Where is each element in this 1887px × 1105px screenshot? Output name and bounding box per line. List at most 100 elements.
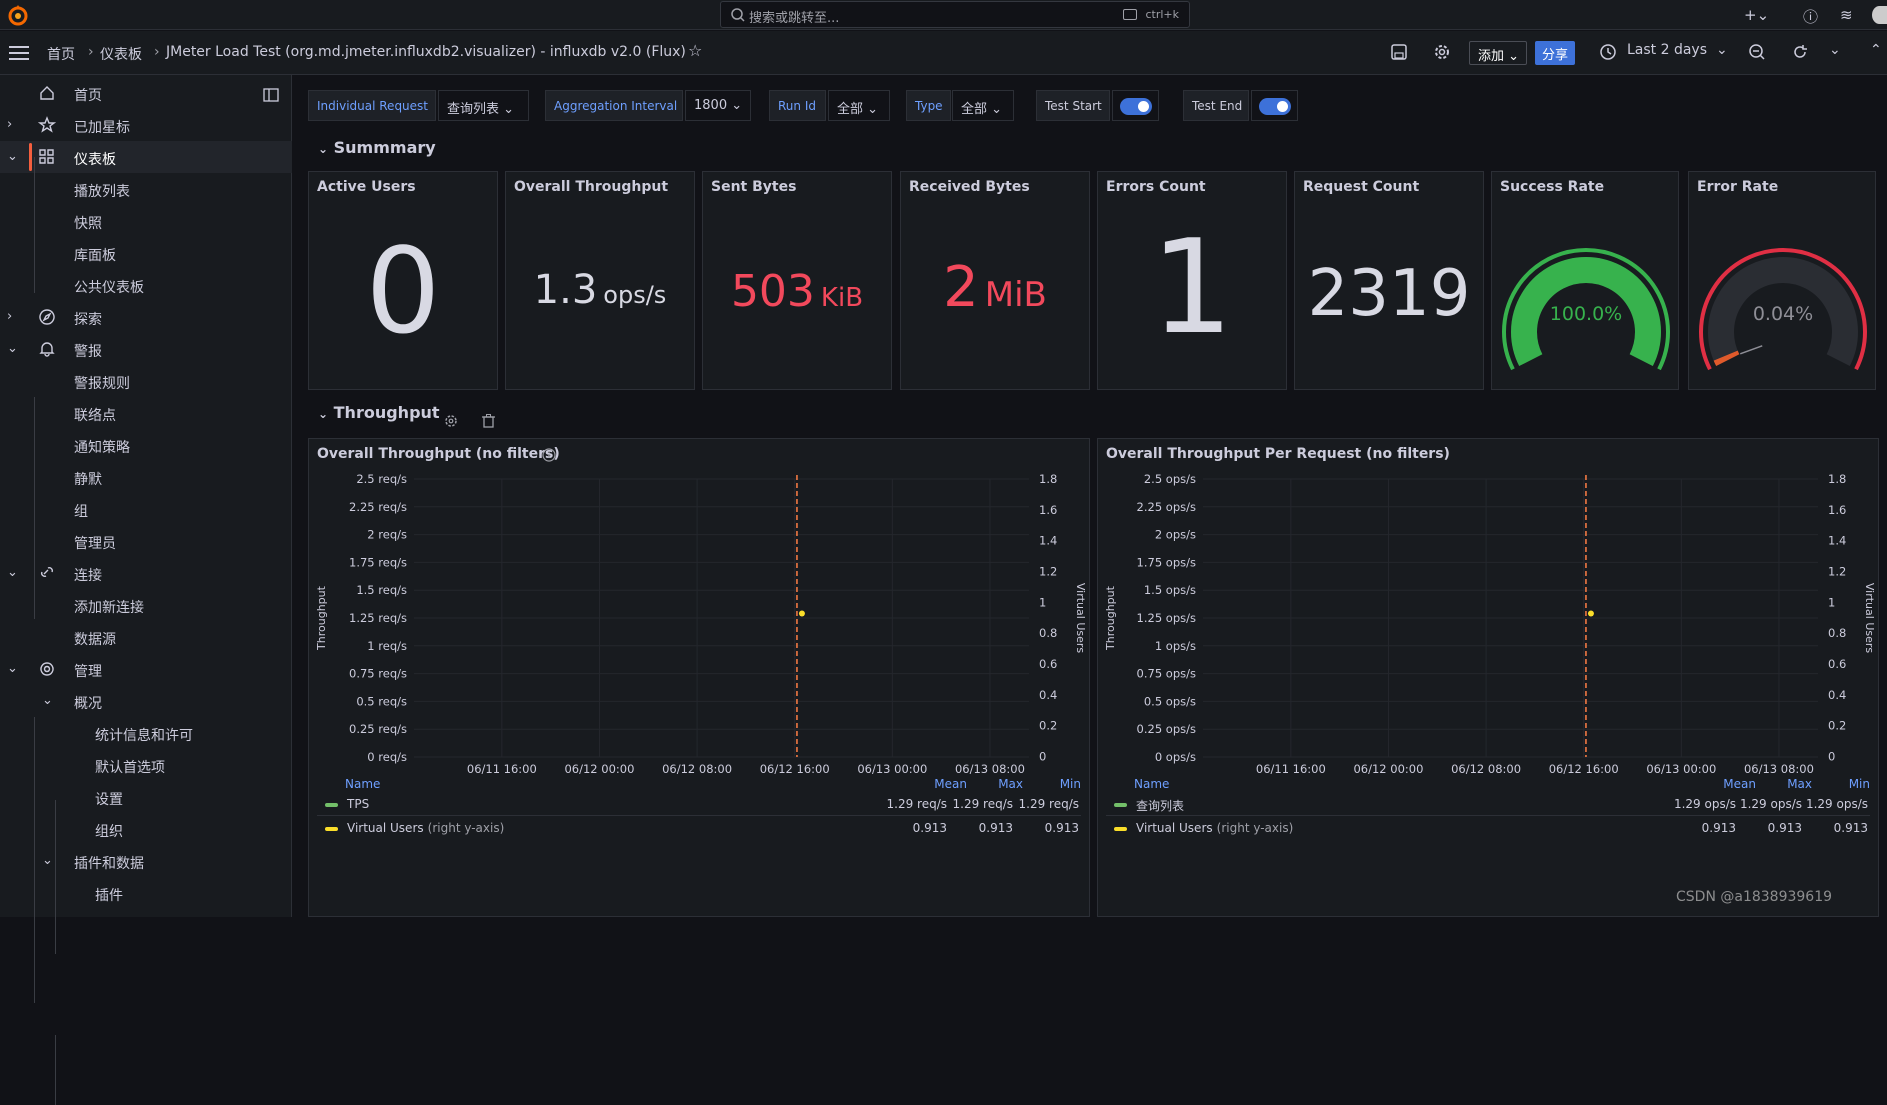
chevron-down-icon[interactable]: ⌄: [7, 149, 18, 164]
sidebar-item[interactable]: 设置: [0, 781, 292, 813]
data-point[interactable]: [1587, 610, 1594, 617]
stat-panel[interactable]: Request Count 2319: [1294, 171, 1484, 390]
legend-header[interactable]: Max: [998, 777, 1023, 791]
test-start-toggle[interactable]: [1120, 98, 1152, 115]
y-tick-label: 2.25 req/s: [349, 500, 407, 514]
stat-panel[interactable]: Sent Bytes 503 KiB: [702, 171, 892, 390]
time-range-picker[interactable]: Last 2 days: [1627, 42, 1708, 58]
sidebar-item[interactable]: ⌄ 警报: [0, 333, 292, 365]
timeseries-panel[interactable]: Overall Throughput Per Request (no filte…: [1097, 438, 1879, 917]
legend-header[interactable]: Max: [1787, 777, 1812, 791]
tree-line: [34, 397, 35, 585]
info-icon[interactable]: [542, 448, 556, 462]
legend-series-name[interactable]: Virtual Users (right y-axis): [347, 821, 504, 835]
stat-panel[interactable]: Active Users 0: [308, 171, 498, 390]
refresh-icon[interactable]: [1791, 43, 1809, 61]
stat-title: Errors Count: [1106, 179, 1206, 195]
sidebar-item[interactable]: 公共仪表板: [0, 269, 292, 301]
y2-tick-label: 1: [1828, 595, 1835, 609]
sidebar-item[interactable]: ⌄ 管理: [0, 653, 292, 685]
sidebar-item[interactable]: 默认首选项: [0, 749, 292, 781]
legend-series-name[interactable]: 查询列表: [1136, 797, 1184, 814]
sidebar-item[interactable]: ⌄ 仪表板: [0, 141, 292, 173]
chevron-down-icon[interactable]: ⌄: [7, 661, 18, 676]
sidebar-item[interactable]: 插件: [0, 877, 292, 909]
sidebar-item[interactable]: 添加新连接: [0, 589, 292, 621]
legend-swatch: [325, 827, 338, 831]
row-summary-header[interactable]: ⌄ Summmary: [318, 138, 436, 157]
stat-panel[interactable]: Errors Count 1: [1097, 171, 1287, 390]
legend-header[interactable]: Min: [1848, 777, 1870, 791]
stat-panel[interactable]: Received Bytes 2 MiB: [900, 171, 1090, 390]
breadcrumb-dashboards[interactable]: 仪表板: [100, 47, 142, 63]
sidebar-item[interactable]: 管理员: [0, 525, 292, 557]
avatar[interactable]: [1872, 6, 1887, 24]
var-select[interactable]: 查询列表 ⌄: [438, 90, 529, 121]
chevron-down-icon: ⌄: [318, 142, 329, 156]
sidebar-item[interactable]: 组: [0, 493, 292, 525]
chevron-down-icon[interactable]: ⌄: [42, 853, 53, 868]
chevron-down-icon[interactable]: ⌄: [1716, 42, 1728, 58]
legend-series-name[interactable]: Virtual Users (right y-axis): [1136, 821, 1293, 835]
legend-header[interactable]: Min: [1059, 777, 1081, 791]
sidebar-item[interactable]: 播放列表: [0, 173, 292, 205]
test-end-toggle[interactable]: [1259, 98, 1291, 115]
sidebar-item[interactable]: 联络点: [0, 397, 292, 429]
zoom-out-icon[interactable]: [1748, 43, 1766, 61]
sidebar-item[interactable]: ⌄ 连接: [0, 557, 292, 589]
gear-icon[interactable]: [1433, 43, 1451, 61]
share-button[interactable]: 分享: [1535, 41, 1575, 65]
var-select[interactable]: 全部 ⌄: [828, 90, 890, 121]
dock-menu-icon[interactable]: [263, 88, 279, 102]
var-select[interactable]: 1800 ⌄: [685, 90, 751, 121]
chevron-right-icon[interactable]: ›: [7, 117, 13, 132]
data-point[interactable]: [798, 610, 805, 617]
trash-icon[interactable]: [482, 414, 495, 428]
timeseries-panel[interactable]: Overall Throughput (no filters) Throughpu…: [308, 438, 1090, 917]
x-tick-label: 06/12 08:00: [1451, 762, 1521, 776]
chevron-right-icon[interactable]: ›: [7, 309, 13, 324]
menu-icon[interactable]: [9, 46, 29, 60]
var-select[interactable]: 全部 ⌄: [952, 90, 1014, 121]
sidebar-item[interactable]: 数据源: [0, 621, 292, 653]
rss-icon[interactable]: ≋: [1840, 6, 1853, 24]
star-icon[interactable]: ☆: [688, 41, 703, 60]
row-gear-icon[interactable]: [444, 414, 458, 428]
chevron-down-icon[interactable]: ⌄: [7, 341, 18, 356]
sidebar-item[interactable]: 静默: [0, 461, 292, 493]
search-input[interactable]: 搜索或跳转至... ctrl+k: [720, 1, 1190, 28]
link-icon: [41, 567, 53, 577]
sidebar-item[interactable]: ⌄ 插件和数据: [0, 845, 292, 877]
row-throughput-header[interactable]: ⌄ Throughput: [318, 403, 440, 422]
sidebar-item[interactable]: 组织: [0, 813, 292, 845]
sidebar-item[interactable]: › 已加星标: [0, 109, 292, 141]
add-button[interactable]: 添加 ⌄: [1469, 41, 1527, 65]
sidebar-item[interactable]: 快照: [0, 205, 292, 237]
clock-icon[interactable]: [1599, 43, 1617, 61]
sidebar-item[interactable]: 统计信息和许可: [0, 717, 292, 749]
chevron-down-icon[interactable]: ⌄: [42, 693, 53, 708]
legend-mean: 0.913: [1701, 821, 1736, 835]
help-icon[interactable]: ⓘ: [1803, 8, 1819, 26]
sidebar-item[interactable]: 首页: [0, 77, 292, 109]
grafana-logo-icon[interactable]: [6, 3, 30, 27]
collapse-icon[interactable]: ⌃: [1870, 42, 1882, 58]
sidebar-item[interactable]: ⌄ 概况: [0, 685, 292, 717]
chevron-down-icon[interactable]: ⌄: [7, 565, 18, 580]
sidebar-item[interactable]: 通知策略: [0, 429, 292, 461]
sidebar-item-label: 默认首选项: [95, 760, 165, 776]
sidebar-item[interactable]: › 探索: [0, 301, 292, 333]
legend-series-name[interactable]: TPS: [347, 797, 369, 811]
plus-icon[interactable]: +⌄: [1744, 6, 1770, 24]
legend-header[interactable]: Mean: [1723, 777, 1756, 791]
gauge-panel[interactable]: Success Rate 100.0%: [1491, 171, 1679, 390]
gauge-panel[interactable]: Error Rate 0.04%: [1688, 171, 1876, 390]
sidebar-item[interactable]: 警报规则: [0, 365, 292, 397]
refresh-interval-chevron-icon[interactable]: ⌄: [1829, 42, 1841, 58]
sidebar-item[interactable]: 库面板: [0, 237, 292, 269]
stat-panel[interactable]: Overall Throughput 1.3 ops/s: [505, 171, 695, 390]
legend-header[interactable]: Mean: [934, 777, 967, 791]
legend-name-text: Virtual Users: [347, 821, 424, 835]
save-icon[interactable]: [1390, 43, 1408, 61]
breadcrumb-home[interactable]: 首页: [47, 47, 75, 63]
